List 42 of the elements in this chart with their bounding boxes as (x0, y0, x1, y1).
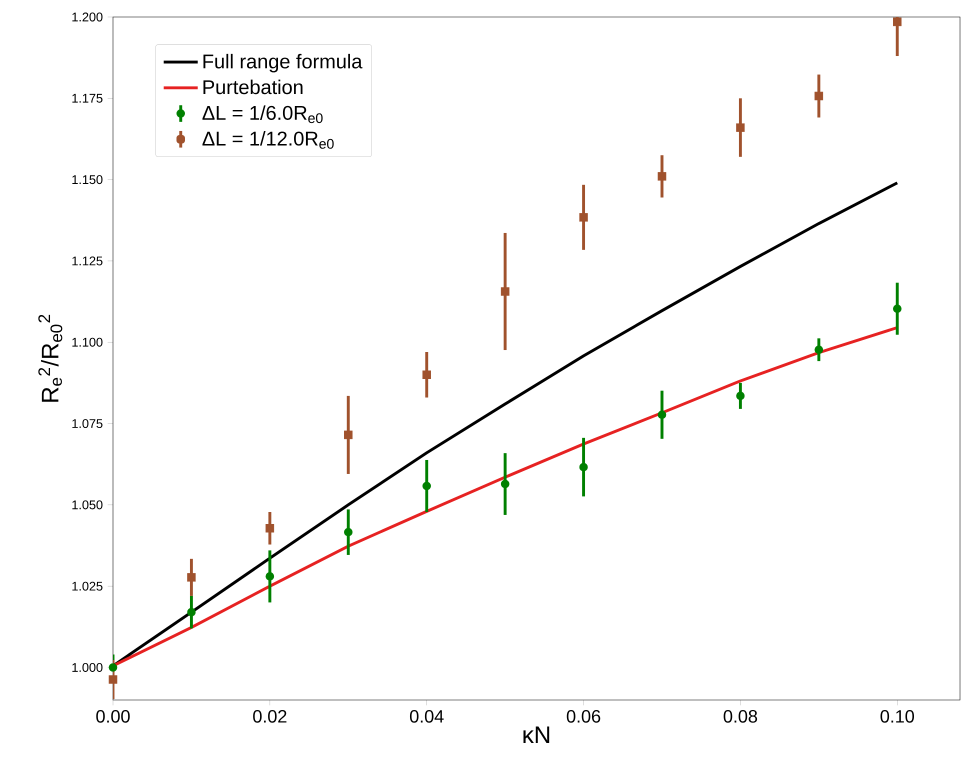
y-tick-label: 1.150 (72, 175, 102, 184)
legend-label: ΔL = 1/6.0R$_{e0}$ (202, 105, 323, 124)
x-axis-title: κN (523, 726, 550, 743)
y-tick-label: 1.075 (72, 419, 102, 428)
point (500, 480, 510, 488)
legend-label: ΔL = 1/12.0R$_{e0}$ (202, 131, 334, 149)
x-tick-label: 0.08 (724, 710, 758, 723)
point (500, 287, 510, 296)
point (422, 370, 431, 380)
point (266, 572, 274, 581)
point (579, 213, 588, 222)
x-tick-label: 0.10 (880, 710, 914, 723)
y-tick-label: 1.200 (72, 12, 102, 22)
point (187, 608, 196, 616)
x-tick-label: 0.00 (96, 710, 130, 723)
y-tick-label: 1.175 (72, 94, 102, 103)
y-tick-label: 1.050 (72, 500, 102, 510)
y-tick-label: 1.000 (72, 663, 102, 672)
point (658, 410, 666, 420)
y-axis-title: R$_{e}$$^{2}$/R$_{e0}$2 (38, 314, 62, 402)
legend-label: Full range formula (203, 54, 362, 72)
y-tick-label: 1.100 (72, 338, 102, 347)
point (579, 462, 588, 472)
point (814, 345, 824, 354)
point (814, 92, 824, 100)
point (108, 675, 118, 684)
x-tick-label: 0.04 (410, 710, 444, 723)
point (893, 304, 902, 313)
x-tick-label: 0.06 (566, 710, 600, 723)
point (108, 663, 118, 672)
point (658, 172, 666, 181)
point (422, 482, 431, 490)
point (344, 430, 353, 440)
point (736, 392, 745, 400)
point (736, 123, 745, 132)
y-tick-label: 1.125 (72, 256, 102, 266)
y-tick-label: 1.025 (72, 582, 102, 591)
x-tick-label: 0.02 (253, 710, 286, 723)
point (266, 524, 274, 533)
point (187, 573, 196, 582)
legend-label: Purtebation (203, 80, 302, 94)
point (344, 528, 353, 536)
